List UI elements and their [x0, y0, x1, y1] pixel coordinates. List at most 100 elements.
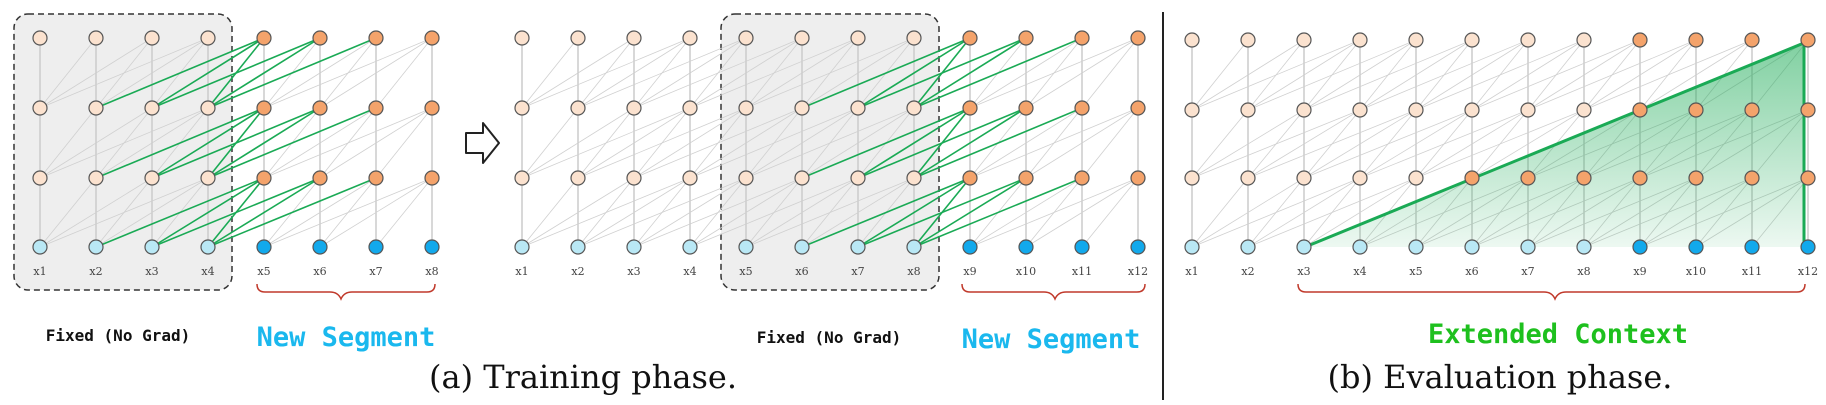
attention-edge — [745, 37, 915, 109]
attention-edge — [521, 37, 635, 109]
token-label: x7 — [851, 265, 864, 278]
token-label: x3 — [1297, 265, 1310, 278]
attention-edge — [1359, 39, 1529, 111]
hidden-state-node — [1240, 32, 1256, 48]
token-label: x9 — [963, 265, 976, 278]
recurrence-edge — [95, 107, 265, 179]
input-token-node — [1296, 239, 1312, 255]
attention-edge — [577, 177, 747, 248]
hidden-state-node — [682, 30, 698, 46]
hidden-state-node — [570, 100, 586, 116]
attention-edge — [1471, 109, 1585, 179]
recurrence-edge — [207, 177, 377, 248]
attention-edge — [1025, 107, 1139, 179]
hidden-state-node — [256, 30, 272, 46]
hidden-state-node — [1130, 30, 1146, 46]
attention-edge — [1247, 177, 1361, 248]
attention-edge — [1359, 109, 1529, 179]
hidden-state-node — [850, 100, 866, 116]
hidden-state-node — [1576, 32, 1592, 48]
token-label: x10 — [1686, 265, 1706, 278]
hidden-state-node — [906, 170, 922, 186]
hidden-state-node — [1688, 102, 1704, 118]
recurrence-edge — [207, 177, 321, 248]
attention-edge — [95, 37, 209, 109]
recurrence-edge — [913, 177, 1027, 248]
input-token-node — [256, 239, 272, 255]
attention-edge — [319, 177, 433, 248]
recurrence-edge — [913, 177, 1083, 248]
caption-b: (b) Evaluation phase. — [1328, 358, 1673, 396]
token-label: x1 — [515, 265, 528, 278]
attention-edge — [577, 107, 691, 179]
hidden-state-node — [88, 170, 104, 186]
token-label: x10 — [1016, 265, 1036, 278]
attention-edge — [521, 37, 579, 109]
attention-edge — [1025, 37, 1139, 109]
recurrence-edge — [857, 107, 971, 179]
hidden-state-node — [200, 100, 216, 116]
hidden-state-node — [626, 30, 642, 46]
hidden-state-node — [850, 170, 866, 186]
input-token-node — [626, 239, 642, 255]
attention-edge — [1527, 39, 1641, 111]
recurrence-edge — [151, 177, 321, 248]
recurrence-edge — [913, 37, 1027, 109]
hidden-state-node — [514, 170, 530, 186]
hidden-state-node — [514, 100, 530, 116]
attention-edge — [577, 177, 691, 248]
hidden-state-node — [368, 170, 384, 186]
input-token-node — [1576, 239, 1592, 255]
input-token-node — [1800, 239, 1816, 255]
attention-edge — [969, 37, 1083, 109]
attention-edge — [1191, 177, 1361, 248]
hidden-state-node — [1018, 100, 1034, 116]
hidden-state-node — [1744, 170, 1760, 186]
hidden-state-node — [1520, 32, 1536, 48]
attention-edge — [1359, 109, 1473, 179]
attention-edge — [39, 37, 97, 109]
token-label: x1 — [1185, 265, 1198, 278]
hidden-state-node — [144, 30, 160, 46]
hidden-state-node — [1576, 102, 1592, 118]
hidden-state-node — [1074, 30, 1090, 46]
input-token-node — [1464, 239, 1480, 255]
attention-edge — [1471, 39, 1641, 111]
hidden-state-node — [514, 30, 530, 46]
hidden-state-node — [312, 170, 328, 186]
input-token-node — [906, 239, 922, 255]
input-token-node — [200, 239, 216, 255]
attention-edge — [969, 177, 1139, 248]
hidden-state-node — [1464, 32, 1480, 48]
attention-edge — [263, 37, 433, 109]
fixed-segment-box — [13, 13, 233, 291]
new-segment-label: New Segment — [257, 322, 436, 353]
recurrence-edge — [857, 177, 1027, 248]
hidden-state-node — [144, 170, 160, 186]
hidden-state-node — [682, 100, 698, 116]
token-label: x6 — [313, 265, 326, 278]
recurrence-edge — [801, 37, 971, 109]
attention-edge — [263, 177, 433, 248]
hidden-state-node — [1800, 102, 1816, 118]
hidden-state-node — [738, 100, 754, 116]
attention-edge — [39, 107, 153, 179]
attention-edge — [1303, 39, 1473, 111]
attention-edge — [95, 107, 209, 179]
hidden-state-node — [962, 170, 978, 186]
input-token-node — [144, 239, 160, 255]
recurrence-edge — [151, 177, 265, 248]
recurrence-edge — [95, 37, 265, 109]
fixed-segment-box — [720, 13, 940, 291]
attention-edge — [969, 177, 1083, 248]
attention-edge — [1081, 37, 1139, 109]
attention-edge — [1415, 39, 1585, 111]
recurrence-edge — [913, 37, 1083, 109]
caption-a: (a) Training phase. — [429, 358, 737, 396]
hidden-state-node — [1184, 170, 1200, 186]
attention-edge — [1081, 177, 1139, 248]
hidden-state-node — [1744, 32, 1760, 48]
hidden-state-node — [312, 30, 328, 46]
input-token-node — [962, 239, 978, 255]
hidden-state-node — [1632, 170, 1648, 186]
